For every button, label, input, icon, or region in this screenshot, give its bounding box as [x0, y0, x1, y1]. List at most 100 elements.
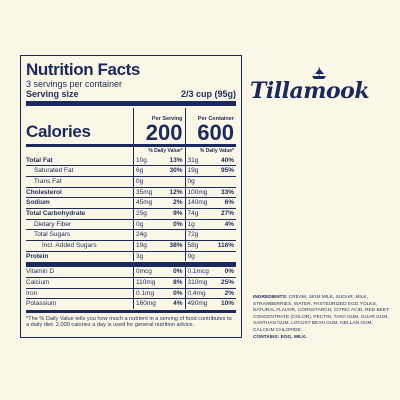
nutrient-amount: 490mg: [187, 300, 208, 308]
nutrient-label: Trans Fat: [34, 177, 62, 185]
medium-divider-2: [26, 310, 236, 313]
nutrient-daily-value: 95%: [220, 167, 234, 175]
calories-serving-value: 200: [145, 120, 183, 145]
calories-per-container: Per Container 600: [184, 108, 237, 145]
nutrient-amount: 10g: [136, 156, 147, 164]
brand-name: Tillamook: [250, 78, 370, 104]
nutrient-row: Total Carbohydrate 25g 9% 74g 27%: [26, 207, 236, 219]
nutrient-label: Iron: [26, 289, 38, 297]
nutrient-row: Saturated Fat 6g 30% 19g 95%: [26, 165, 236, 176]
daily-value-footnote: *The % Daily Value tells you how much a …: [26, 315, 232, 329]
nutrient-amount: 19g: [136, 242, 147, 249]
nutrient-container-cell: 100mg 33%: [184, 187, 237, 198]
calories-row: Calories Per Serving 200 Per Container 6…: [26, 108, 236, 144]
ship-logo-icon: [312, 67, 326, 79]
nutrient-daily-value: 0%: [173, 220, 183, 228]
nutrient-daily-value: 33%: [220, 188, 234, 196]
nutrient-container-cell: 58g 116%: [184, 241, 237, 251]
nutrient-row: Trans Fat 0g 0g: [26, 175, 237, 187]
nutrient-amount: 72g: [187, 231, 199, 239]
nutrient-daily-value: 13%: [169, 156, 183, 164]
nutrient-daily-value: 0%: [224, 268, 234, 276]
nutrient-row: Vitamin D 0mcg 0% 0.1mcg 0%: [26, 267, 237, 278]
nutrient-row: Incl. Added Sugars 19g 38% 58g 116%: [26, 240, 236, 251]
nutrient-serving-cell: 35mg 12%: [133, 187, 185, 198]
nutrient-amount: 0g: [136, 177, 144, 185]
nutrient-amount: 6g: [136, 167, 144, 175]
servings-per-container: 3 servings per container: [26, 79, 123, 89]
per-serving-header: Per Serving: [151, 116, 183, 122]
nutrient-serving-cell: 0g: [133, 176, 185, 187]
nutrient-row: Dietary Fiber 0g 0% 1g 4%: [26, 218, 237, 230]
nutrient-daily-value: 27%: [220, 209, 234, 217]
ingredients-label: INGREDIENTS:: [253, 295, 288, 300]
nutrient-amount: 310mg: [187, 279, 208, 287]
nutrient-amount: 0.4mg: [187, 289, 206, 297]
nutrient-amount: 24g: [136, 231, 147, 239]
nutrient-serving-cell: 0g 0%: [133, 219, 185, 230]
nutrient-label: Potassium: [26, 300, 57, 308]
nutrient-row: Total Fat 10g 13% 31g 40%: [26, 155, 237, 166]
nutrient-label: Total Sugars: [34, 231, 71, 239]
ingredients-text: INGREDIENTS: CREAM, SKIM MILK, SUGAR, MI…: [253, 295, 393, 335]
nutrient-amount: 110mg: [136, 279, 156, 287]
medium-divider: [26, 144, 236, 147]
nutrient-serving-cell: 0mcg 0%: [133, 267, 185, 278]
nutrient-amount: 9g: [187, 252, 195, 260]
nutrient-container-cell: 9g: [184, 251, 237, 262]
nutrient-daily-value: 25%: [220, 279, 234, 287]
nutrient-container-cell: 140mg 6%: [184, 198, 237, 208]
nutrient-serving-cell: 110mg 8%: [133, 278, 185, 288]
nutrient-serving-cell: 10g 13%: [133, 155, 185, 166]
nutrient-container-cell: 0g: [184, 176, 237, 187]
nutrient-container-cell: 19g 95%: [184, 166, 237, 176]
nutrient-label: Total Fat: [26, 156, 53, 164]
nutrient-serving-cell: 160mg 4%: [133, 299, 185, 310]
nutrient-daily-value: 2%: [224, 289, 234, 297]
dv-header-container: % Daily Value*: [184, 146, 237, 156]
calories-label: Calories: [26, 122, 91, 141]
nutrient-daily-value: 9%: [173, 209, 183, 217]
dv-header-serving: % Daily Value*: [133, 146, 185, 156]
nutrient-container-cell: 31g 40%: [184, 155, 237, 166]
nutrient-row: Protein 3g 9g: [26, 250, 237, 262]
nutrient-amount: 1g: [187, 220, 195, 228]
nutrient-amount: 19g: [187, 167, 199, 175]
nutrient-serving-cell: 45mg 2%: [133, 198, 185, 208]
nutrient-daily-value: 4%: [224, 220, 234, 228]
nutrient-label: Saturated Fat: [34, 167, 74, 175]
nutrient-serving-cell: 0.1mg 0%: [133, 288, 185, 299]
nutrient-label: Vitamin D: [26, 268, 55, 276]
nutrient-container-cell: 0.1mcg 0%: [184, 267, 237, 278]
nutrient-row: Total Sugars 24g 72g: [26, 229, 236, 240]
nutrient-serving-cell: 6g 30%: [133, 166, 185, 176]
daily-value-header-row: % Daily Value* % Daily Value*: [26, 146, 237, 156]
nutrient-daily-value: 4%: [173, 300, 183, 308]
nutrient-label: Total Carbohydrate: [26, 209, 86, 217]
nutrient-daily-value: 40%: [220, 156, 234, 164]
ingredients-list: CREAM, SKIM MILK, SUGAR, MILK, STRAWBERR…: [253, 295, 389, 333]
nutrient-container-cell: 1g 4%: [184, 219, 237, 230]
nutrient-amount: 45mg: [136, 199, 153, 207]
nutrient-amount: 0mcg: [136, 268, 152, 276]
nutrient-row: Calcium 110mg 8% 310mg 25%: [26, 277, 236, 288]
nutrient-label: Dietary Fiber: [34, 220, 72, 228]
nutrient-daily-value: 0%: [173, 289, 183, 297]
nutrient-row: Iron 0.1mg 0% 0.4mg 2%: [26, 287, 236, 299]
nutrient-daily-value: 116%: [217, 242, 234, 249]
calories-per-serving: Per Serving 200: [133, 108, 185, 144]
calories-container-value: 600: [197, 120, 234, 145]
nutrient-row: Potassium 160mg 4% 490mg 10%: [26, 298, 237, 310]
brand-logo: Tillamook: [250, 66, 372, 110]
nutrient-daily-value: 10%: [220, 300, 234, 308]
serving-size-value: 2/3 cup (95g): [180, 89, 236, 99]
nutrient-container-cell: 72g: [184, 230, 237, 240]
nutrient-serving-cell: 25g 9%: [133, 208, 185, 219]
nutrient-daily-value: 6%: [224, 199, 234, 207]
nutrition-facts-title: Nutrition Facts: [26, 60, 140, 79]
per-container-header: Per Container: [197, 116, 234, 122]
nutrient-container-cell: 490mg 10%: [184, 299, 237, 310]
allergen-statement: CONTAINS: EGG, MILK.: [253, 335, 308, 340]
nutrient-amount: 74g: [187, 209, 199, 217]
nutrient-daily-value: 0%: [173, 268, 183, 276]
